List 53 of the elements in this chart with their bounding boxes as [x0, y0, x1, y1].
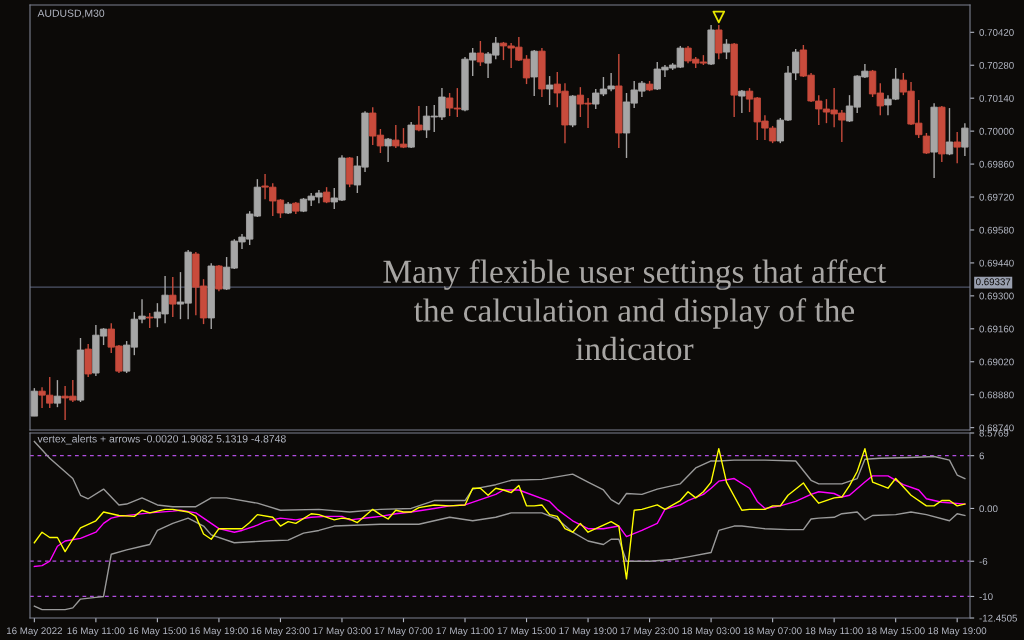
chart-title: vertex_alerts + arrows -0.0020 1.9082 5.1319 -4.8748 — [37, 434, 286, 445]
line-series — [33, 447, 966, 580]
x-tick-label: 16 May 2022 — [7, 627, 62, 637]
candlestick — [545, 75, 554, 106]
x-tick-label: 17 May 11:00 — [436, 627, 494, 637]
candlestick — [407, 121, 415, 149]
candlestick — [53, 379, 62, 408]
candlestick — [945, 107, 954, 156]
y-tick-label: 6 — [979, 452, 985, 460]
y-tick-label: -6 — [979, 557, 988, 565]
y-tick-label: 0.69860 — [979, 160, 1014, 168]
y-tick-label: 0.69160 — [979, 325, 1014, 333]
y-tick-label: -12.4505 — [979, 614, 1017, 622]
candlestick — [384, 137, 392, 163]
x-tick-label: 18 May 03:00 — [682, 627, 741, 637]
y-tick-label: 0.70420 — [979, 29, 1014, 36]
x-tick-label: 18 May 11:00 — [805, 627, 863, 637]
y-tick-label: 0.69720 — [979, 193, 1014, 201]
candlestick — [922, 132, 931, 155]
x-tick-label: 16 May 19:00 — [190, 627, 248, 637]
y-tick-label: 0.68880 — [979, 391, 1014, 399]
x-tick-label: 16 May 15:00 — [128, 627, 187, 637]
y-tick-label: -10 — [979, 593, 993, 601]
chart-title: AUDUSD,M30 — [37, 9, 105, 19]
x-tick-label: 17 May 03:00 — [313, 627, 372, 637]
y-tick-label: 0.69020 — [979, 358, 1014, 366]
y-tick-label: 0.00 — [979, 505, 998, 513]
x-tick-label: 18 May 15:00 — [866, 627, 925, 637]
candlestick — [169, 276, 177, 318]
x-tick-label: 16 May 11:00 — [67, 627, 125, 637]
candlestick — [215, 264, 223, 292]
x-tick-label: 16 May 23:00 — [251, 627, 310, 637]
candlestick — [476, 40, 485, 67]
line-series — [33, 511, 966, 611]
line-series — [33, 475, 966, 568]
y-tick-label: 0.69580 — [979, 226, 1014, 234]
y-tick-label: 0.69300 — [979, 292, 1014, 300]
x-tick-label: 17 May 15:00 — [497, 627, 556, 637]
y-tick-label: 0.70280 — [979, 61, 1014, 69]
y-tick-label: 0.70000 — [979, 127, 1014, 135]
x-tick-label: 18 May 19:00 — [928, 627, 987, 637]
x-tick-label: 17 May 07:00 — [374, 627, 433, 637]
x-tick-label: 17 May 23:00 — [620, 627, 679, 637]
y-tick-label: 0.69440 — [979, 259, 1014, 267]
y-tick-label: 0.70140 — [979, 94, 1014, 102]
candlestick — [722, 38, 731, 60]
annotation: Many flexible user settings that affect the calculation and display of the indicator — [383, 259, 887, 361]
candlestick — [415, 105, 423, 132]
x-tick-label: 18 May 07:00 — [743, 627, 802, 637]
candlestick — [953, 131, 961, 164]
candlestick — [715, 24, 723, 60]
ref-line-label: 0.69337 — [976, 278, 1011, 286]
x-tick-label: 17 May 19:00 — [559, 627, 618, 637]
